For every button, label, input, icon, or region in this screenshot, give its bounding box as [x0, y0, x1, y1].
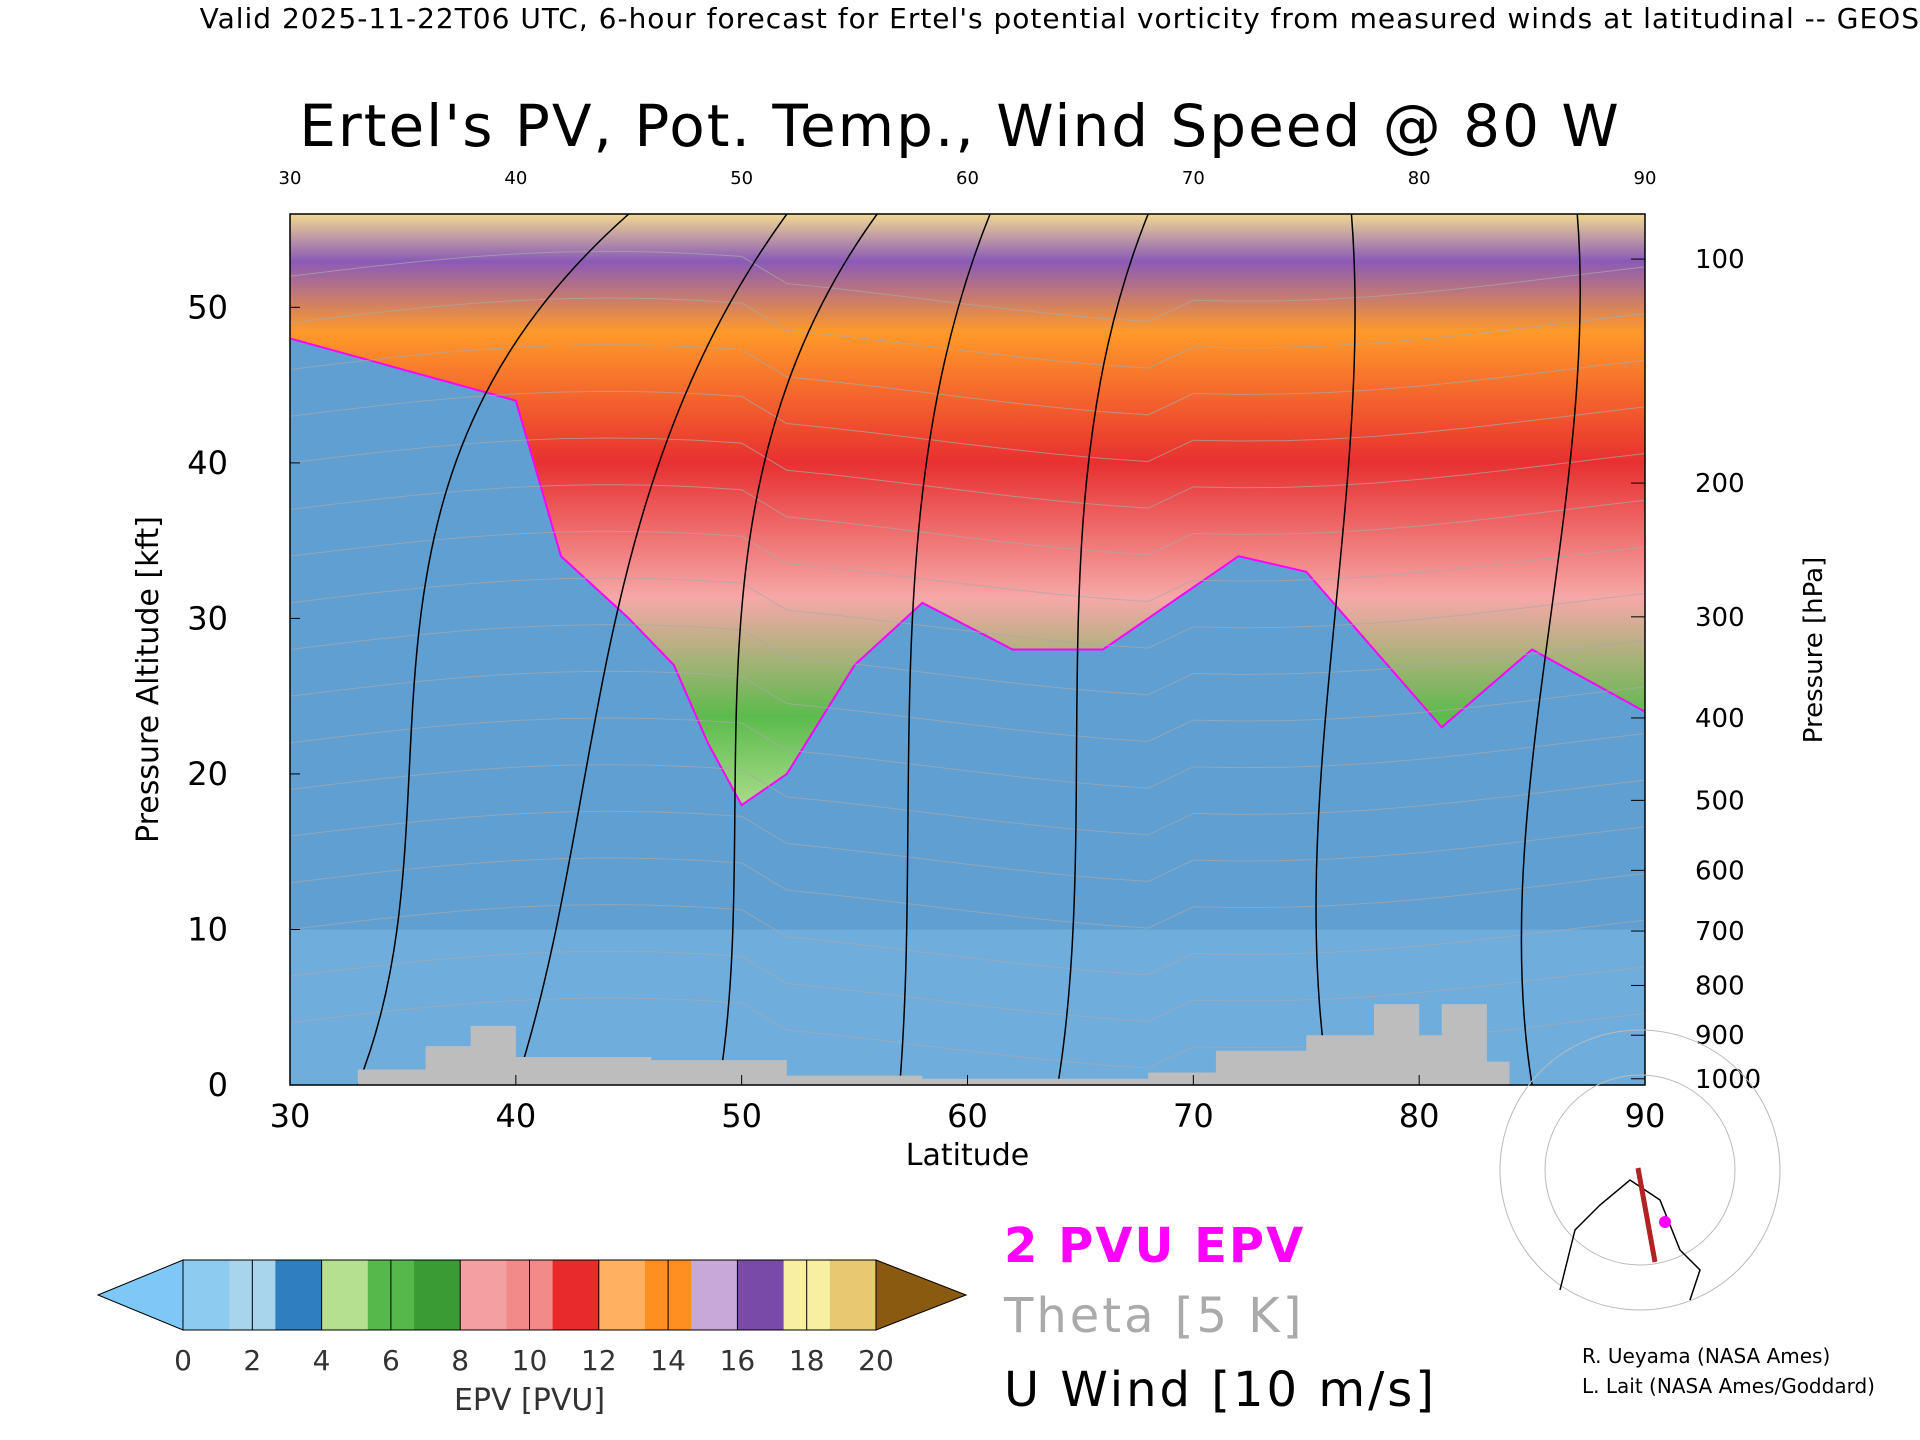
y-tick-label: 20 — [187, 755, 228, 793]
u-wind-contour — [1315, 214, 1356, 1085]
pressure-tick-label: 300 — [1695, 603, 1745, 633]
u-wind-contour — [515, 214, 788, 1085]
colorbar-tick-label: 16 — [720, 1344, 756, 1377]
pressure-tick-label: 700 — [1695, 917, 1745, 947]
x-top-tick-label: 30 — [279, 168, 302, 189]
theta-contour — [290, 950, 1645, 1022]
theta-contour — [290, 390, 1645, 462]
theta-contour — [290, 904, 1645, 976]
inset-map-grid — [1544, 1074, 1736, 1266]
inset-map-coastline — [1559, 1179, 1701, 1301]
x-tick-label: 80 — [1399, 1097, 1440, 1135]
colorbar-swatch — [321, 1260, 369, 1330]
theta-contour — [290, 530, 1645, 602]
y-axis-label: Pressure Altitude [kft] — [131, 516, 166, 843]
theta-contour — [290, 484, 1645, 556]
colorbar-swatch — [414, 1260, 461, 1330]
theta-contour — [290, 764, 1645, 836]
theta-contour — [290, 624, 1645, 696]
x-tick-label: 30 — [270, 1097, 311, 1135]
u-wind-contour — [718, 214, 878, 1085]
pv-2pvu-contour — [290, 337, 1645, 807]
u-wind-contour — [1057, 214, 1149, 1085]
pressure-tick-label: 600 — [1695, 856, 1745, 886]
u-wind-contour — [357, 214, 630, 1085]
chart-title: Ertel's PV, Pot. Temp., Wind Speed @ 80 … — [299, 92, 1621, 160]
theta-contour — [290, 577, 1645, 649]
x-axis-label: Latitude — [906, 1138, 1029, 1173]
colorbar-tick-label: 8 — [451, 1344, 469, 1377]
legend-wind: U Wind [10 m/s] — [1004, 1362, 1438, 1418]
x-tick-label: 60 — [947, 1097, 988, 1135]
colorbar-label: EPV [PVU] — [454, 1383, 605, 1418]
legend-theta: Theta [5 K] — [1004, 1288, 1305, 1344]
theta-contour — [290, 717, 1645, 789]
y-tick-label: 40 — [187, 444, 228, 482]
colorbar-tick-label: 4 — [313, 1344, 331, 1377]
credit-line-2: L. Lait (NASA Ames/Goddard) — [1582, 1374, 1875, 1398]
x-tick-label: 90 — [1625, 1097, 1666, 1135]
x-top-tick-label: 70 — [1182, 168, 1205, 189]
colorbar-over-arrow — [875, 1259, 968, 1331]
colorbar-swatch — [552, 1260, 600, 1330]
inset-map-cross-section — [1635, 1167, 1658, 1263]
colorbar-swatch — [691, 1260, 738, 1330]
colorbar-tick-label: 14 — [650, 1344, 686, 1377]
terrain — [290, 1004, 1645, 1085]
colorbar-swatch — [598, 1260, 646, 1330]
pressure-tick-label: 400 — [1695, 704, 1745, 734]
theta-contour — [290, 670, 1645, 742]
theta-contour — [290, 437, 1645, 509]
y-tick-label: 0 — [208, 1066, 228, 1104]
x-top-tick-label: 50 — [730, 168, 753, 189]
x-top-tick-label: 40 — [504, 168, 527, 189]
colorbar-tick-label: 6 — [382, 1344, 400, 1377]
colorbar-swatch — [737, 1260, 785, 1330]
colorbar-tick-label: 18 — [789, 1344, 825, 1377]
colorbar-tick-label: 0 — [174, 1344, 192, 1377]
theta-contour — [290, 250, 1645, 323]
y2-axis-label: Pressure [hPa] — [1799, 557, 1829, 744]
x-top-tick-label: 60 — [956, 168, 979, 189]
colorbar-tick-label: 12 — [581, 1344, 617, 1377]
colorbar-swatch — [829, 1260, 877, 1330]
theta-contour — [290, 810, 1645, 882]
colorbar-tick-label: 2 — [243, 1344, 261, 1377]
u-wind-contour — [1520, 214, 1582, 1085]
colorbar-tick-label: 20 — [858, 1344, 894, 1377]
pressure-tick-label: 100 — [1695, 245, 1745, 275]
stratosphere-fill — [290, 214, 1645, 806]
y-tick-label: 50 — [187, 288, 228, 326]
theta-contour — [290, 297, 1645, 369]
y-tick-label: 30 — [187, 599, 228, 637]
x-tick-label: 40 — [495, 1097, 536, 1135]
pressure-tick-label: 800 — [1695, 971, 1745, 1001]
inset-map-marker — [1659, 1216, 1671, 1228]
header-valid-time: Valid 2025-11-22T06 UTC, 6-hour forecast… — [199, 2, 1920, 35]
inset-map-grid — [1499, 1029, 1781, 1311]
colorbar-under-arrow — [96, 1259, 184, 1331]
colorbar-swatch — [275, 1260, 323, 1330]
colorbar-tick-label: 10 — [512, 1344, 548, 1377]
pressure-tick-label: 200 — [1695, 469, 1745, 499]
x-top-tick-label: 80 — [1408, 168, 1431, 189]
theta-contour — [290, 857, 1645, 929]
pressure-tick-label: 500 — [1695, 786, 1745, 816]
colorbar-swatch — [183, 1260, 230, 1330]
x-tick-label: 70 — [1173, 1097, 1214, 1135]
credit-line-1: R. Ueyama (NASA Ames) — [1582, 1344, 1831, 1368]
colorbar-swatch — [460, 1260, 507, 1330]
x-tick-label: 50 — [721, 1097, 762, 1135]
legend-pv: 2 PVU EPV — [1004, 1218, 1306, 1274]
u-wind-contour — [899, 214, 991, 1085]
y-tick-label: 10 — [187, 910, 228, 948]
x-top-tick-label: 90 — [1634, 168, 1657, 189]
pressure-tick-label: 900 — [1695, 1021, 1745, 1051]
theta-contour — [290, 344, 1645, 416]
pressure-tick-label: 1000 — [1695, 1065, 1761, 1095]
